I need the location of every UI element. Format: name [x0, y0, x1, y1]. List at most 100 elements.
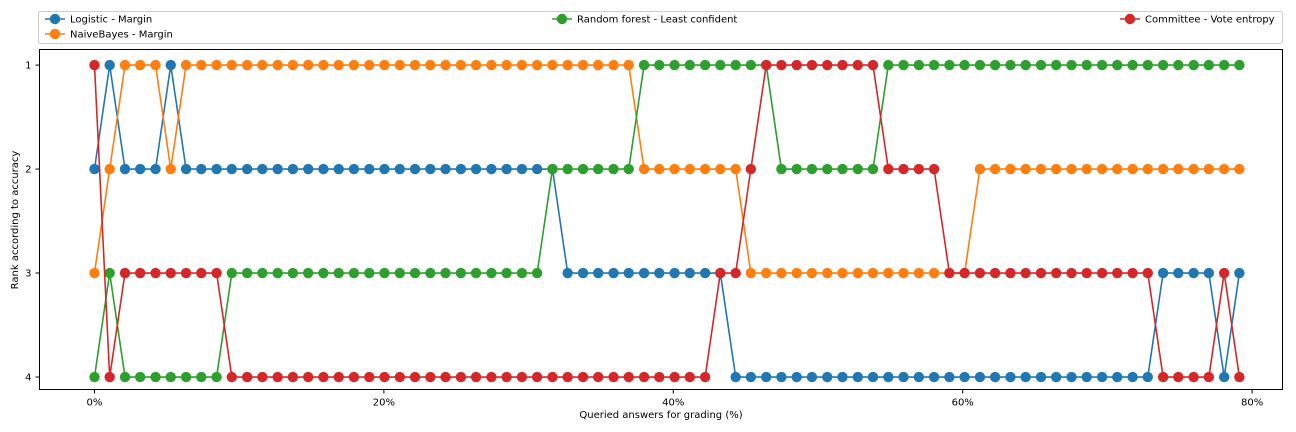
data-point-naivebayes-margin [303, 59, 314, 71]
data-point-naivebayes-margin [165, 163, 176, 175]
data-point-committee-vote-entropy [1142, 267, 1153, 279]
data-point-logistic-margin [1112, 371, 1123, 383]
data-point-committee-vote-entropy [470, 371, 482, 383]
data-point-logistic-margin [1066, 371, 1077, 383]
data-point-committee-vote-entropy [898, 163, 909, 175]
data-point-naivebayes-margin [928, 267, 940, 279]
data-point-naivebayes-margin [531, 59, 543, 71]
data-point-random-forest-least-confident [257, 267, 268, 279]
data-point-random-forest-least-confident [638, 59, 650, 71]
data-point-random-forest-least-confident [1218, 59, 1230, 71]
data-point-committee-vote-entropy [318, 371, 329, 383]
data-point-random-forest-least-confident [1066, 59, 1077, 71]
data-point-random-forest-least-confident [959, 59, 970, 71]
data-point-naivebayes-margin [1203, 163, 1215, 175]
legend-label-naivebayes-margin: NaiveBayes - Margin [70, 30, 173, 41]
data-point-logistic-margin [455, 163, 467, 175]
data-point-naivebayes-margin [1127, 163, 1138, 175]
data-point-random-forest-least-confident [287, 267, 299, 279]
y-axis-ticks: 1 2 3 4 [25, 61, 40, 384]
data-point-logistic-margin [1157, 267, 1169, 279]
data-point-logistic-margin [1188, 267, 1199, 279]
series-naivebayes-margin [89, 59, 1245, 279]
data-point-committee-vote-entropy [715, 267, 726, 279]
data-point-random-forest-least-confident [944, 59, 955, 71]
data-point-naivebayes-margin [1234, 163, 1245, 175]
data-point-committee-vote-entropy [791, 59, 802, 71]
data-point-logistic-margin [531, 163, 543, 175]
data-point-naivebayes-margin [791, 267, 802, 279]
data-point-random-forest-least-confident [241, 267, 253, 279]
data-point-committee-vote-entropy [287, 371, 299, 383]
data-point-random-forest-least-confident [608, 163, 619, 175]
data-point-committee-vote-entropy [669, 371, 680, 383]
legend-label-random-forest-least-confident: Random forest - Least confident [577, 15, 737, 26]
data-point-committee-vote-entropy [241, 371, 253, 383]
data-point-logistic-margin [1005, 371, 1016, 383]
data-point-random-forest-least-confident [348, 267, 360, 279]
x-tick-label: 80% [1241, 398, 1263, 409]
data-point-logistic-margin [425, 163, 436, 175]
data-point-random-forest-least-confident [425, 267, 436, 279]
data-point-committee-vote-entropy [348, 371, 360, 383]
legend-marker-naivebayes-margin [49, 28, 61, 40]
data-point-logistic-margin [470, 163, 482, 175]
data-point-random-forest-least-confident [745, 59, 757, 71]
data-point-naivebayes-margin [89, 267, 100, 279]
data-point-logistic-margin [562, 267, 573, 279]
data-point-naivebayes-margin [1050, 163, 1062, 175]
y-axis-label: Rank according to accuracy [10, 151, 21, 290]
data-point-naivebayes-margin [364, 59, 375, 71]
data-point-random-forest-least-confident [822, 163, 833, 175]
data-point-logistic-margin [1081, 371, 1092, 383]
data-point-committee-vote-entropy [577, 371, 589, 383]
data-point-random-forest-least-confident [623, 163, 634, 175]
data-point-random-forest-least-confident [501, 267, 512, 279]
data-point-logistic-margin [303, 163, 314, 175]
data-point-committee-vote-entropy [837, 59, 848, 71]
data-point-logistic-margin [394, 163, 406, 175]
series-random-forest-least-confident [89, 59, 1245, 383]
data-point-logistic-margin [287, 163, 299, 175]
data-point-committee-vote-entropy [1096, 267, 1108, 279]
data-point-logistic-margin [1142, 371, 1153, 383]
data-point-committee-vote-entropy [699, 371, 711, 383]
data-point-logistic-margin [654, 267, 665, 279]
data-point-naivebayes-margin [1157, 163, 1169, 175]
data-point-naivebayes-margin [593, 59, 604, 71]
data-point-logistic-margin [745, 371, 757, 383]
data-point-naivebayes-margin [196, 59, 207, 71]
data-point-committee-vote-entropy [913, 163, 925, 175]
data-point-committee-vote-entropy [562, 371, 573, 383]
data-point-logistic-margin [684, 267, 695, 279]
data-point-committee-vote-entropy [745, 163, 757, 175]
data-point-random-forest-least-confident [837, 163, 848, 175]
data-point-committee-vote-entropy [593, 371, 604, 383]
data-point-random-forest-least-confident [547, 163, 558, 175]
x-tick-label: 20% [373, 398, 395, 409]
data-point-committee-vote-entropy [1035, 267, 1047, 279]
data-point-logistic-margin [593, 267, 604, 279]
data-point-committee-vote-entropy [119, 267, 131, 279]
data-point-naivebayes-margin [837, 267, 848, 279]
data-point-committee-vote-entropy [1112, 267, 1123, 279]
data-point-logistic-margin [928, 371, 940, 383]
x-axis-ticks: 0% 20% 40% 60% 80% [87, 389, 1263, 409]
data-point-naivebayes-margin [1188, 163, 1199, 175]
data-point-naivebayes-margin [1020, 163, 1031, 175]
data-point-naivebayes-margin [776, 267, 787, 279]
data-point-committee-vote-entropy [425, 371, 436, 383]
data-point-naivebayes-margin [745, 267, 757, 279]
data-point-naivebayes-margin [180, 59, 192, 71]
data-point-random-forest-least-confident [531, 267, 543, 279]
data-point-committee-vote-entropy [867, 59, 879, 71]
data-point-naivebayes-margin [440, 59, 451, 71]
series-logistic-margin [89, 59, 1245, 383]
data-point-committee-vote-entropy [1203, 371, 1215, 383]
x-axis-label: Queried answers for grading (%) [579, 410, 742, 421]
data-point-random-forest-least-confident [318, 267, 329, 279]
data-point-committee-vote-entropy [974, 267, 986, 279]
data-point-naivebayes-margin [577, 59, 589, 71]
data-point-random-forest-least-confident [883, 59, 894, 71]
data-point-random-forest-least-confident [486, 267, 497, 279]
